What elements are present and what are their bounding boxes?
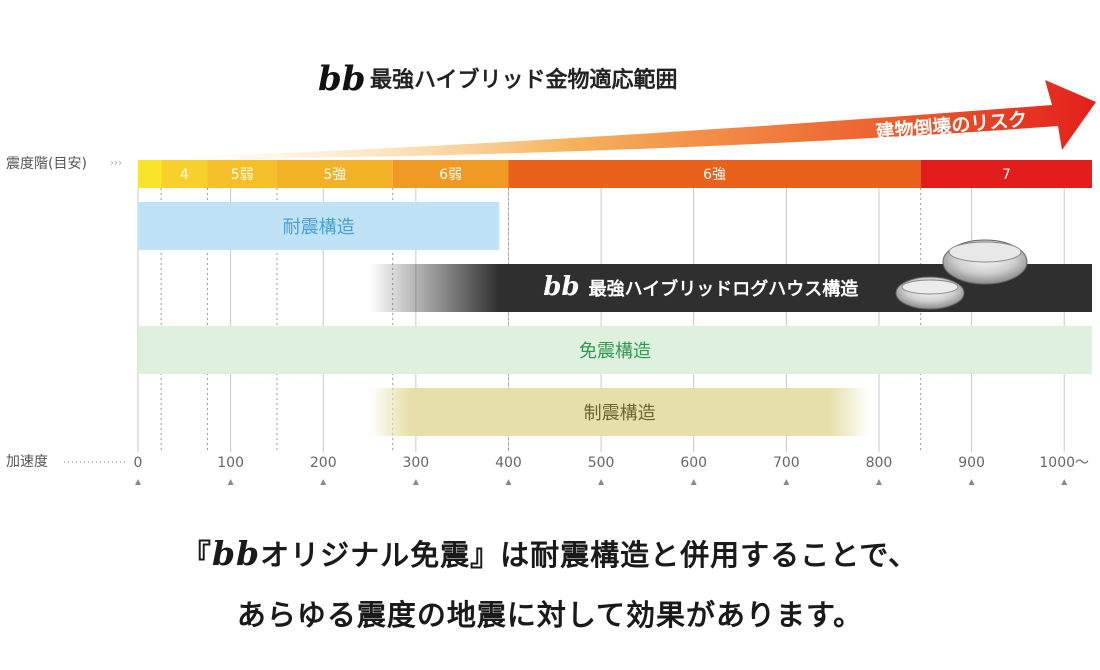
intensity-band: 5弱 (207, 160, 277, 188)
chart-title: bb 最強ハイブリッド金物適応範囲 (318, 59, 678, 99)
structure-bar: 制震構造 (369, 388, 870, 436)
intensity-band-rect (920, 160, 1092, 188)
y-axis-dots: ››› (110, 158, 122, 169)
intensity-band-rect (276, 160, 393, 188)
intensity-band: 5強 (276, 160, 393, 188)
structure-bar-rect (369, 388, 870, 436)
x-tick-marker (1061, 479, 1068, 485)
x-tick-marker (690, 479, 697, 485)
intensity-band-label: 7 (1002, 167, 1011, 183)
x-tick-marker (875, 479, 882, 485)
caption-line-1-text: オリジナル免震』は耐震構造と併用することで、 (260, 538, 919, 572)
x-tick-label: 1000〜 (1039, 455, 1089, 471)
intensity-band (138, 160, 162, 188)
title-text: 最強ハイブリッド金物適応範囲 (370, 67, 678, 93)
x-tick-label: 900 (958, 455, 985, 471)
caption-line-1: 『bbオリジナル免震』は耐震構造と併用することで、 (0, 532, 1100, 574)
intensity-band-label: 5強 (323, 167, 346, 183)
x-tick-label: 700 (773, 455, 800, 471)
x-tick-label: 100 (217, 455, 244, 471)
intensity-band-label: 6強 (703, 167, 726, 183)
x-axis-label: 加速度 (6, 454, 48, 470)
x-tick-marker (412, 479, 419, 485)
structure-bar-rect (138, 326, 1092, 374)
intensity-band-rect (207, 160, 277, 188)
intensity-band: 4 (161, 160, 208, 188)
x-tick-marker (227, 479, 234, 485)
structure-bar-rect (138, 202, 500, 250)
intensity-band-rect (508, 160, 921, 188)
x-tick-label: 200 (310, 455, 337, 471)
structure-bar-brand: bb (543, 272, 588, 302)
x-tick-marker (968, 479, 975, 485)
x-tick-label: 0 (134, 455, 143, 471)
structure-bar-name: 最強ハイブリッドログハウス構造 (589, 278, 859, 300)
caption-brand: bb (211, 534, 261, 573)
title-brand: bb (318, 59, 366, 99)
intensity-band-label: 6弱 (439, 167, 462, 183)
intensity-band-label: 5弱 (231, 167, 254, 183)
x-tick-label: 300 (402, 455, 429, 471)
intensity-band-rect (392, 160, 509, 188)
x-tick-marker (598, 479, 605, 485)
intensity-bands: 4 5弱 5強 6弱 6強 7 (138, 160, 1092, 188)
intensity-band-rect (138, 160, 162, 188)
intensity-band: 6強 (508, 160, 921, 188)
y-axis-label: 震度階(目安) (6, 156, 87, 172)
x-tick-marker (320, 479, 327, 485)
x-tick-label: 600 (680, 455, 707, 471)
structure-bar-label: 制震構造 (584, 403, 656, 424)
structure-bar: 免震構造 (138, 326, 1092, 374)
bearing-device-illustration (895, 239, 1028, 310)
x-tick-label: 500 (588, 455, 615, 471)
structure-bar-label: bb 最強ハイブリッドログハウス構造 (543, 272, 858, 302)
intensity-band-label: 4 (180, 167, 189, 183)
x-tick-label: 400 (495, 455, 522, 471)
x-tick-marker (135, 479, 141, 485)
caption-open-bracket: 『 (181, 538, 212, 572)
structure-bar: 耐震構造 (138, 202, 500, 250)
structure-bar-label: 耐震構造 (283, 217, 355, 238)
intensity-band: 7 (920, 160, 1092, 188)
intensity-band: 6弱 (392, 160, 509, 188)
x-tick-marker (505, 479, 512, 485)
x-tick-label: 800 (866, 455, 893, 471)
intensity-band-rect (161, 160, 208, 188)
structure-bar-label: 免震構造 (579, 341, 651, 362)
x-tick-marker (783, 479, 790, 485)
caption-line-2: あらゆる震度の地震に対して効果があります。 (236, 598, 864, 632)
x-axis-ticks: 0 100 200 300 400 500 600 700 800 900 1000〜 (134, 455, 1089, 485)
